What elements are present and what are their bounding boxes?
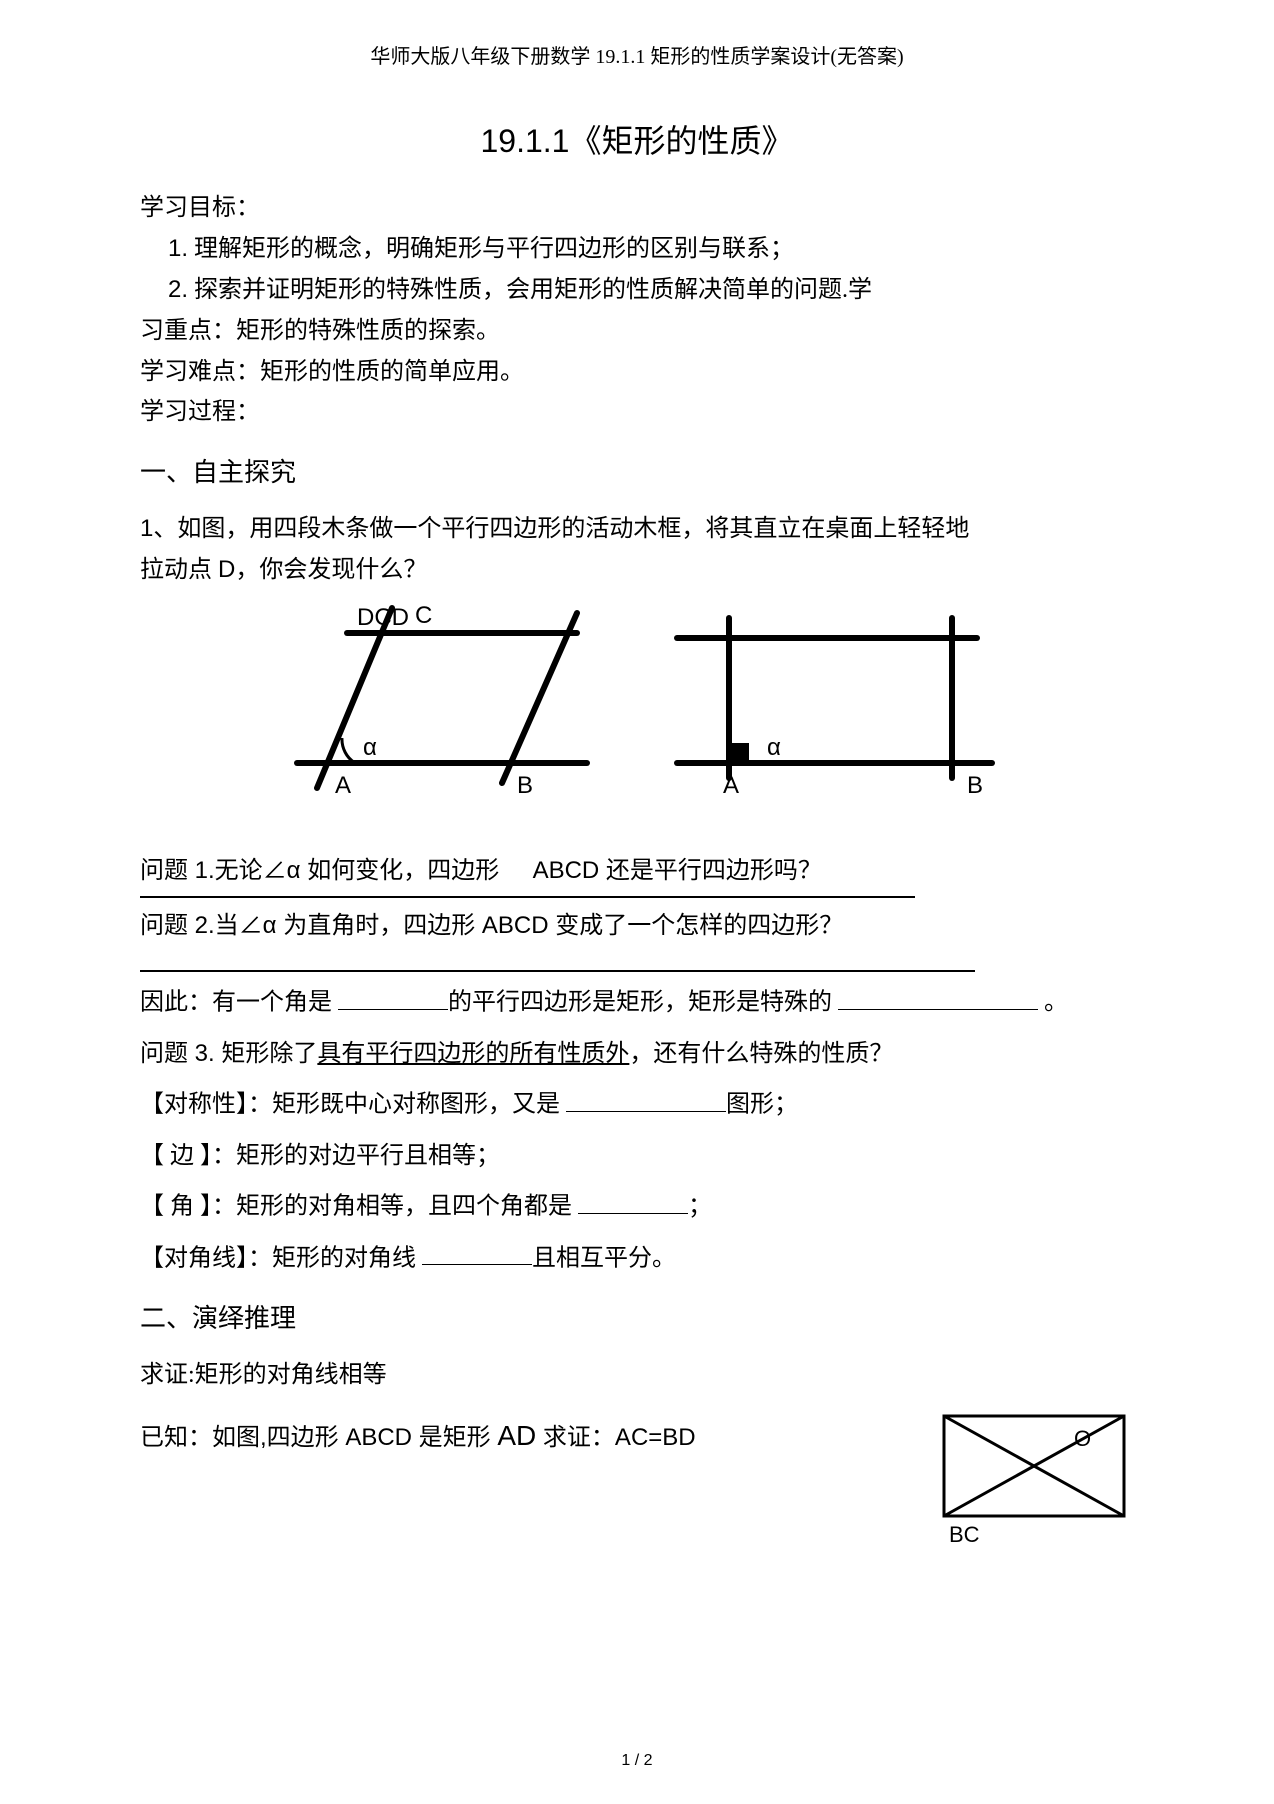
focus-line: 习重点：矩形的特殊性质的探索。 (140, 311, 1134, 352)
intro-line2a: 拉动点 (140, 557, 218, 583)
intro-line1: 如图，用四段木条做一个平行四边形的活动木框，将其直立在桌面上轻轻地 (177, 516, 969, 542)
q3-underlined: 具有平行四边形的所有性质外 (317, 1040, 629, 1067)
svg-text:O: O (1074, 1426, 1091, 1451)
goal-2-text: 探索并证明矩形的特殊性质，会用矩形的性质解决简单的问题.学 (194, 277, 872, 303)
svg-text:A: A (335, 772, 351, 799)
angle-property: 【 角 】：矩形的对角相等，且四个角都是 ； (140, 1186, 1134, 1227)
given-ad: AD (497, 1420, 536, 1451)
svg-text:DCD: DCD (357, 604, 409, 631)
goal-2-number: 2. (168, 276, 188, 303)
proof-row: 已知：如图,四边形 ABCD 是矩形 AD 求证：AC=BD O BC (140, 1406, 1134, 1546)
diagram-svg: αABDCDCαAB (277, 603, 997, 823)
blank-1 (338, 982, 448, 1009)
intro-number: 1、 (140, 515, 177, 542)
svg-text:A: A (723, 772, 739, 799)
section-1-intro: 1、如图，用四段木条做一个平行四边形的活动木框，将其直立在桌面上轻轻地 拉动点 … (140, 509, 1134, 591)
diag-b: 且相互平分。 (532, 1245, 676, 1271)
page-header: 华师大版八年级下册数学 19.1.1 矩形的性质学案设计(无答案) (140, 40, 1134, 74)
parallelogram-diagram: αABDCDCαAB (140, 603, 1134, 837)
therefore-end: 。 (1044, 990, 1068, 1016)
blank-2 (838, 982, 1038, 1009)
intro-line2c: ，你会发现什么？ (235, 557, 427, 583)
sym-b: 图形； (726, 1092, 798, 1118)
answer-line-1 (140, 896, 915, 898)
diagonal-property: 【对角线】：矩形的对角线 且相互平分。 (140, 1238, 1134, 1279)
prove-statement: 求证:矩形的对角线相等 (140, 1355, 1134, 1396)
q3-a: 问题 3. 矩形除了 (140, 1040, 317, 1067)
point-d-label: D (218, 556, 235, 583)
given-a: 已知：如图,四边形 ABCD 是矩形 (140, 1424, 497, 1451)
given-text: 已知：如图,四边形 ABCD 是矩形 AD 求证：AC=BD (140, 1406, 696, 1460)
difficulty-line: 学习难点：矩形的性质的简单应用。 (140, 352, 1134, 393)
svg-text:B: B (517, 772, 533, 799)
svg-text:C: C (415, 603, 432, 629)
given-c: 求证：AC=BD (536, 1424, 695, 1451)
svg-text:B: B (967, 772, 983, 799)
goal-1-text: 理解矩形的概念，明确矩形与平行四边形的区别与联系； (194, 236, 794, 262)
learning-goals: 学习目标： 1. 理解矩形的概念，明确矩形与平行四边形的区别与联系； 2. 探索… (140, 188, 1134, 433)
svg-text:α: α (363, 734, 377, 761)
blank-symmetry (566, 1084, 726, 1111)
therefore-a: 因此：有一个角是 (140, 990, 332, 1016)
question-2: 问题 2.当∠α 为直角时，四边形 ABCD 变成了一个怎样的四边形？ (140, 906, 1134, 947)
angle-a: 【 角 】：矩形的对角相等，且四个角都是 (140, 1194, 572, 1220)
svg-text:BC: BC (949, 1522, 980, 1546)
edge-property: 【 边 】：矩形的对边平行且相等； (140, 1136, 1134, 1177)
goal-1-number: 1. (168, 235, 188, 262)
question-1: 问题 1.无论∠α 如何变化，四边形 ABCD 还是平行四边形吗？ (140, 851, 1134, 892)
page-number: 1 / 2 (0, 1747, 1274, 1774)
section-1-heading: 一、自主探究 (140, 451, 1134, 495)
symmetry-property: 【对称性】：矩形既中心对称图形，又是 图形； (140, 1084, 1134, 1125)
process-line: 学习过程： (140, 392, 1134, 433)
blank-diagonal (422, 1238, 532, 1265)
answer-line-2 (140, 970, 975, 972)
goals-label: 学习目标： (140, 188, 1134, 229)
diag-a: 【对角线】：矩形的对角线 (140, 1245, 416, 1271)
sym-a: 【对称性】：矩形既中心对称图形，又是 (140, 1092, 560, 1118)
therefore-b: 的平行四边形是矩形，矩形是特殊的 (448, 990, 832, 1016)
question-3: 问题 3. 矩形除了具有平行四边形的所有性质外，还有什么特殊的性质？ (140, 1034, 1134, 1075)
document-title: 19.1.1《矩形的性质》 (140, 114, 1134, 168)
svg-text:α: α (767, 734, 781, 761)
q1-part-b: ABCD 还是平行四边形吗？ (533, 857, 822, 884)
q1-part-a: 问题 1.无论∠α 如何变化，四边形 (140, 857, 499, 884)
therefore-line: 因此：有一个角是 的平行四边形是矩形，矩形是特殊的 。 (140, 982, 1134, 1023)
angle-b: ； (688, 1194, 712, 1220)
rectangle-proof-diagram: O BC (934, 1406, 1134, 1546)
q3-b: ，还有什么特殊的性质？ (629, 1040, 893, 1067)
section-2-heading: 二、演绎推理 (140, 1297, 1134, 1341)
blank-angle (578, 1186, 688, 1213)
